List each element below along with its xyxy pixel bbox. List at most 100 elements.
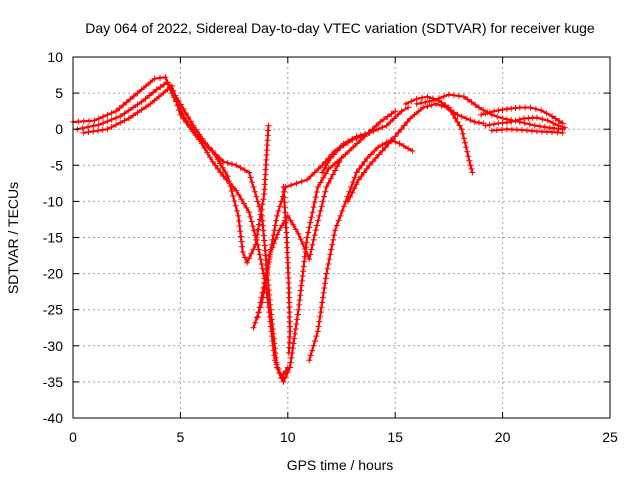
data-point-marker: [329, 241, 336, 248]
data-point-marker: [256, 251, 263, 258]
x-tick-label: 25: [602, 429, 618, 445]
data-point-marker: [377, 118, 384, 125]
data-point-marker: [86, 117, 93, 124]
data-point-marker: [332, 227, 339, 234]
data-point-marker: [254, 313, 261, 320]
data-point-marker: [289, 345, 296, 352]
data-point-marker: [361, 158, 368, 165]
data-point-marker: [298, 178, 305, 185]
data-point-marker: [314, 328, 321, 335]
data-point-marker: [357, 132, 364, 139]
data-point-marker: [309, 209, 316, 216]
data-point-marker: [151, 97, 158, 104]
data-point-marker: [248, 250, 255, 257]
data-point-marker: [236, 217, 243, 224]
data-point-marker: [309, 347, 316, 354]
data-point-marker: [460, 93, 467, 100]
tick-layer: 0 5 10 15 20 25 10 5 0 -5 -10 -15 -20 -25 -30 -35 -40: [43, 49, 618, 445]
data-point-marker: [226, 180, 233, 187]
y-tick-label: 0: [55, 121, 63, 137]
data-point-marker: [346, 188, 353, 195]
data-point-marker: [370, 128, 377, 135]
data-point-marker: [257, 208, 264, 215]
data-point-marker: [108, 116, 115, 123]
data-point-marker: [478, 111, 485, 118]
x-tick-label: 0: [69, 429, 77, 445]
data-point-marker: [228, 161, 235, 168]
data-point-marker: [318, 304, 325, 311]
data-point-marker: [315, 165, 322, 172]
data-point-marker: [183, 120, 190, 127]
data-point-marker: [285, 279, 292, 286]
data-point-marker: [322, 275, 329, 282]
data-point-marker: [324, 265, 331, 272]
series-track-12: [488, 126, 566, 136]
data-point-marker: [550, 120, 557, 127]
data-point-marker: [395, 129, 402, 136]
data-point-marker: [459, 130, 466, 137]
data-point-marker: [450, 92, 457, 99]
data-point-marker: [279, 222, 286, 229]
y-tick-label: 5: [55, 85, 63, 101]
data-point-marker: [331, 232, 338, 239]
data-point-marker: [351, 174, 358, 181]
data-point-marker: [193, 126, 200, 133]
data-point-marker: [398, 126, 405, 133]
data-point-marker: [554, 129, 561, 136]
data-point-marker: [491, 121, 498, 128]
data-point-marker: [538, 107, 545, 114]
data-point-marker: [415, 108, 422, 115]
data-point-marker: [147, 79, 154, 86]
data-point-marker: [270, 342, 277, 349]
data-point-marker: [284, 249, 291, 256]
data-point-marker: [265, 299, 272, 306]
data-point-marker: [435, 95, 442, 102]
data-point-marker: [318, 203, 325, 210]
data-point-marker: [237, 228, 244, 235]
data-point-marker: [243, 259, 250, 266]
data-point-marker: [237, 164, 244, 171]
data-point-marker: [467, 117, 474, 124]
data-point-marker: [234, 207, 241, 214]
data-point-marker: [311, 232, 318, 239]
data-point-marker: [281, 199, 288, 206]
data-point-marker: [290, 340, 297, 347]
data-point-marker: [220, 173, 227, 180]
data-point-marker: [466, 157, 473, 164]
data-point-marker: [269, 333, 276, 340]
data-point-marker: [255, 226, 262, 233]
data-point-marker: [134, 109, 141, 116]
data-point-marker: [170, 87, 177, 94]
data-point-marker: [392, 138, 399, 145]
y-tick-label: 10: [47, 49, 63, 65]
data-point-marker: [286, 339, 293, 346]
data-point-marker: [351, 185, 358, 192]
data-point-marker: [280, 378, 287, 385]
data-point-marker: [195, 136, 202, 143]
data-point-marker: [471, 118, 478, 125]
data-point-marker: [286, 333, 293, 340]
data-point-marker: [251, 188, 258, 195]
data-point-marker: [80, 129, 87, 136]
data-point-marker: [364, 155, 371, 162]
data-point-marker: [90, 128, 97, 135]
data-point-marker: [347, 194, 354, 201]
data-point-marker: [248, 218, 255, 225]
data-point-marker: [527, 104, 534, 111]
data-point-marker: [250, 246, 257, 253]
data-point-marker: [252, 232, 259, 239]
data-point-marker: [224, 159, 231, 166]
data-point-marker: [488, 127, 495, 134]
data-point-marker: [261, 280, 268, 287]
data-point-marker: [258, 260, 265, 267]
data-point-marker: [305, 229, 312, 236]
data-point-marker: [180, 105, 187, 112]
data-point-marker: [493, 127, 500, 134]
data-point-marker: [324, 159, 331, 166]
data-point-marker: [307, 352, 314, 359]
data-point-marker: [322, 170, 329, 177]
data-point-marker: [433, 100, 440, 107]
data-point-marker: [297, 235, 304, 242]
data-point-marker: [559, 129, 566, 136]
data-point-marker: [404, 118, 411, 125]
